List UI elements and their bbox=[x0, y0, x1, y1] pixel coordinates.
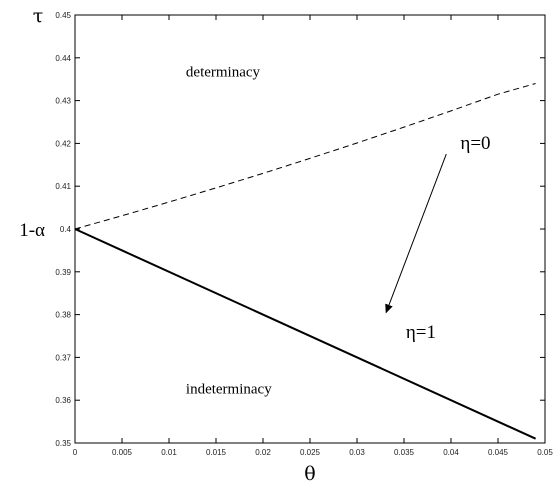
y-axis-ticks: 0.35 0.36 0.37 0.38 0.39 0.4 0.41 0.42 0.43 0.44 0… bbox=[55, 11, 545, 448]
solid-boundary-line bbox=[74, 228, 537, 440]
y-tick-label: 0.43 bbox=[55, 97, 71, 106]
y-tick-label: 0.35 bbox=[55, 439, 71, 448]
x-tick-label: 0.005 bbox=[112, 448, 133, 457]
x-tick-label: 0.03 bbox=[349, 448, 365, 457]
annotation-eta0: η=0 bbox=[460, 133, 490, 154]
annotation-eta1: η=1 bbox=[406, 322, 436, 343]
x-axis-ticks: 0 0.005 0.01 0.015 0.02 0.025 0.03 0.035 0.04 0.0… bbox=[73, 15, 553, 457]
annotation-one-minus-alpha: 1-α bbox=[19, 220, 45, 241]
x-tick-label: 0.01 bbox=[161, 448, 177, 457]
x-tick-label: 0.05 bbox=[537, 448, 553, 457]
annotation-determinacy: determinacy bbox=[186, 65, 261, 81]
annotation-indeterminacy: indeterminacy bbox=[186, 381, 272, 397]
y-tick-label: 0.4 bbox=[60, 225, 72, 234]
y-tick-label: 0.38 bbox=[55, 311, 71, 320]
series-group bbox=[74, 82, 537, 440]
y-tick-label: 0.42 bbox=[55, 139, 71, 148]
x-axis-title: θ bbox=[304, 463, 315, 485]
x-tick-label: 0.025 bbox=[300, 448, 321, 457]
y-tick-label: 0.41 bbox=[55, 182, 71, 191]
y-axis-title: τ bbox=[33, 5, 44, 27]
y-tick-label: 0.45 bbox=[55, 11, 71, 20]
annotations-group: determinacy indeterminacy η=0 η=1 1-α bbox=[19, 65, 490, 398]
plot-area bbox=[74, 14, 546, 444]
y-tick-label: 0.36 bbox=[55, 396, 71, 405]
x-tick-label: 0.045 bbox=[488, 448, 509, 457]
x-tick-label: 0.035 bbox=[394, 448, 415, 457]
y-tick-label: 0.39 bbox=[55, 268, 71, 277]
y-tick-label: 0.37 bbox=[55, 353, 71, 362]
x-tick-label: 0.04 bbox=[443, 448, 459, 457]
arrow bbox=[385, 153, 447, 314]
y-tick-label: 0.44 bbox=[55, 54, 71, 63]
x-tick-label: 0.02 bbox=[255, 448, 271, 457]
x-tick-label: 0 bbox=[73, 448, 78, 457]
dashed-boundary-line bbox=[74, 82, 536, 230]
x-tick-label: 0.015 bbox=[206, 448, 227, 457]
